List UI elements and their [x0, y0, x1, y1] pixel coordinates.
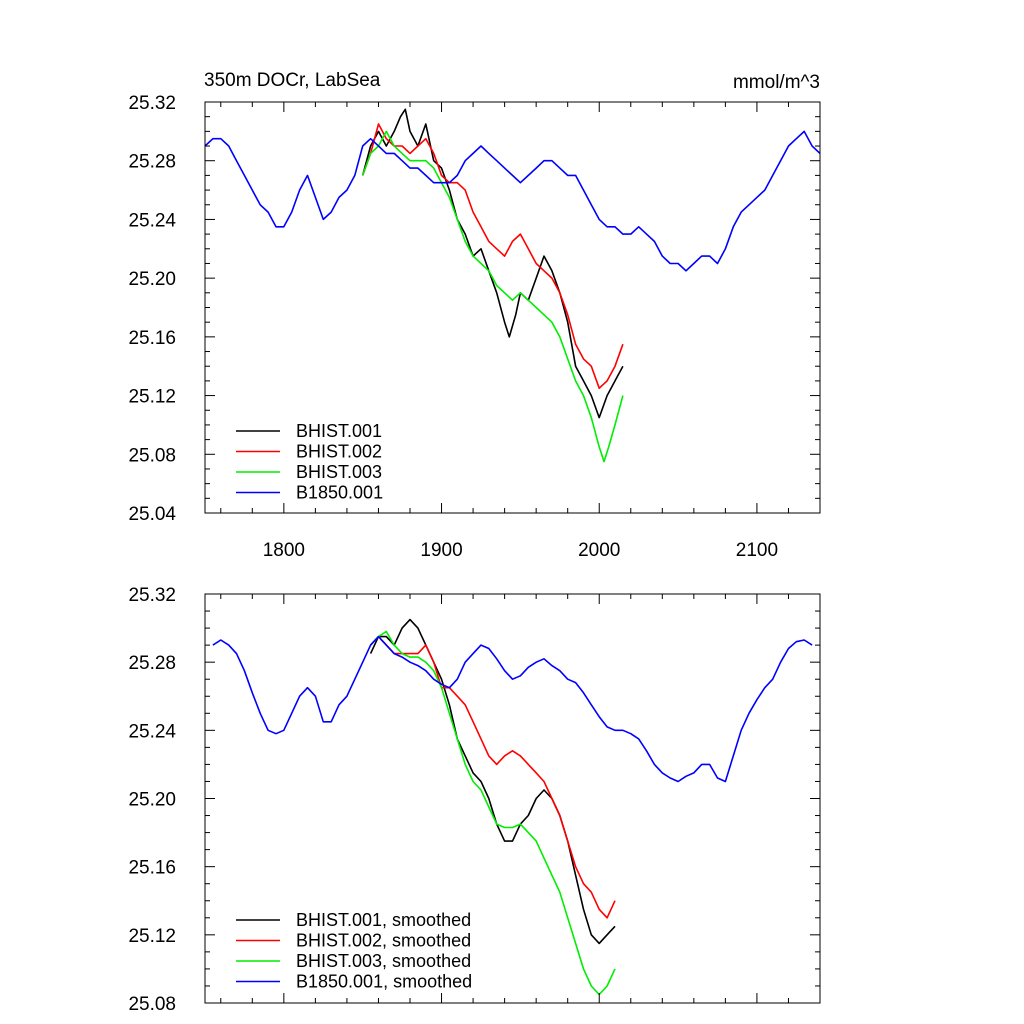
y-tick-label: 25.08 [128, 445, 176, 466]
y-tick-label: 25.32 [128, 93, 176, 114]
y-tick-label: 25.32 [128, 585, 176, 606]
units-label: mmol/m^3 [733, 72, 820, 93]
series-line-1 [369, 618, 616, 945]
legend-label-3: BHIST.003 [296, 462, 382, 482]
y-tick-label: 25.16 [128, 858, 176, 879]
x-tick-label: 2000 [578, 540, 620, 561]
legend-label-1: BHIST.001 [296, 421, 382, 441]
x-tick-label: 1900 [420, 540, 462, 561]
legend-label-2: BHIST.002, smoothed [296, 931, 471, 951]
legend-label-1: BHIST.001, smoothed [296, 910, 471, 930]
y-tick-label: 25.24 [128, 210, 176, 231]
y-tick-label: 25.08 [128, 994, 176, 1015]
y-tick-label: 25.28 [128, 653, 176, 674]
x-tick-label: 1800 [263, 540, 305, 561]
y-tick-label: 25.28 [128, 152, 176, 173]
x-tick-label: 2100 [736, 540, 778, 561]
y-tick-label: 25.20 [128, 269, 176, 290]
y-tick-label: 25.04 [128, 504, 176, 525]
y-tick-label: 25.20 [128, 790, 176, 811]
chart-title: 350m DOCr, LabSea [204, 70, 381, 91]
legend-label-3: BHIST.003, smoothed [296, 951, 471, 971]
top-panel: 350m DOCr, LabSea mmol/m^3 1800 1900 2000 2… [128, 70, 821, 561]
legend-label-2: BHIST.002 [296, 442, 382, 462]
series-line-4 [212, 635, 813, 783]
legend-label-4: B1850.001 [296, 483, 383, 503]
series-line-1 [361, 108, 624, 419]
series-line-3 [370, 630, 616, 996]
y-tick-label: 25.24 [128, 721, 176, 742]
bottom-panel: 25.08 25.12 25.16 25.20 25.24 25.28 25.32 BHIST… [128, 585, 821, 1015]
y-tick-label: 25.12 [128, 387, 176, 408]
series-line-4 [204, 130, 821, 272]
y-tick-label: 25.12 [128, 926, 176, 947]
series-line-2 [361, 123, 624, 389]
legend-label-4: B1850.001, smoothed [296, 972, 472, 992]
series-line-3 [361, 130, 624, 463]
series-line-2 [370, 635, 616, 919]
y-tick-label: 25.16 [128, 328, 176, 349]
